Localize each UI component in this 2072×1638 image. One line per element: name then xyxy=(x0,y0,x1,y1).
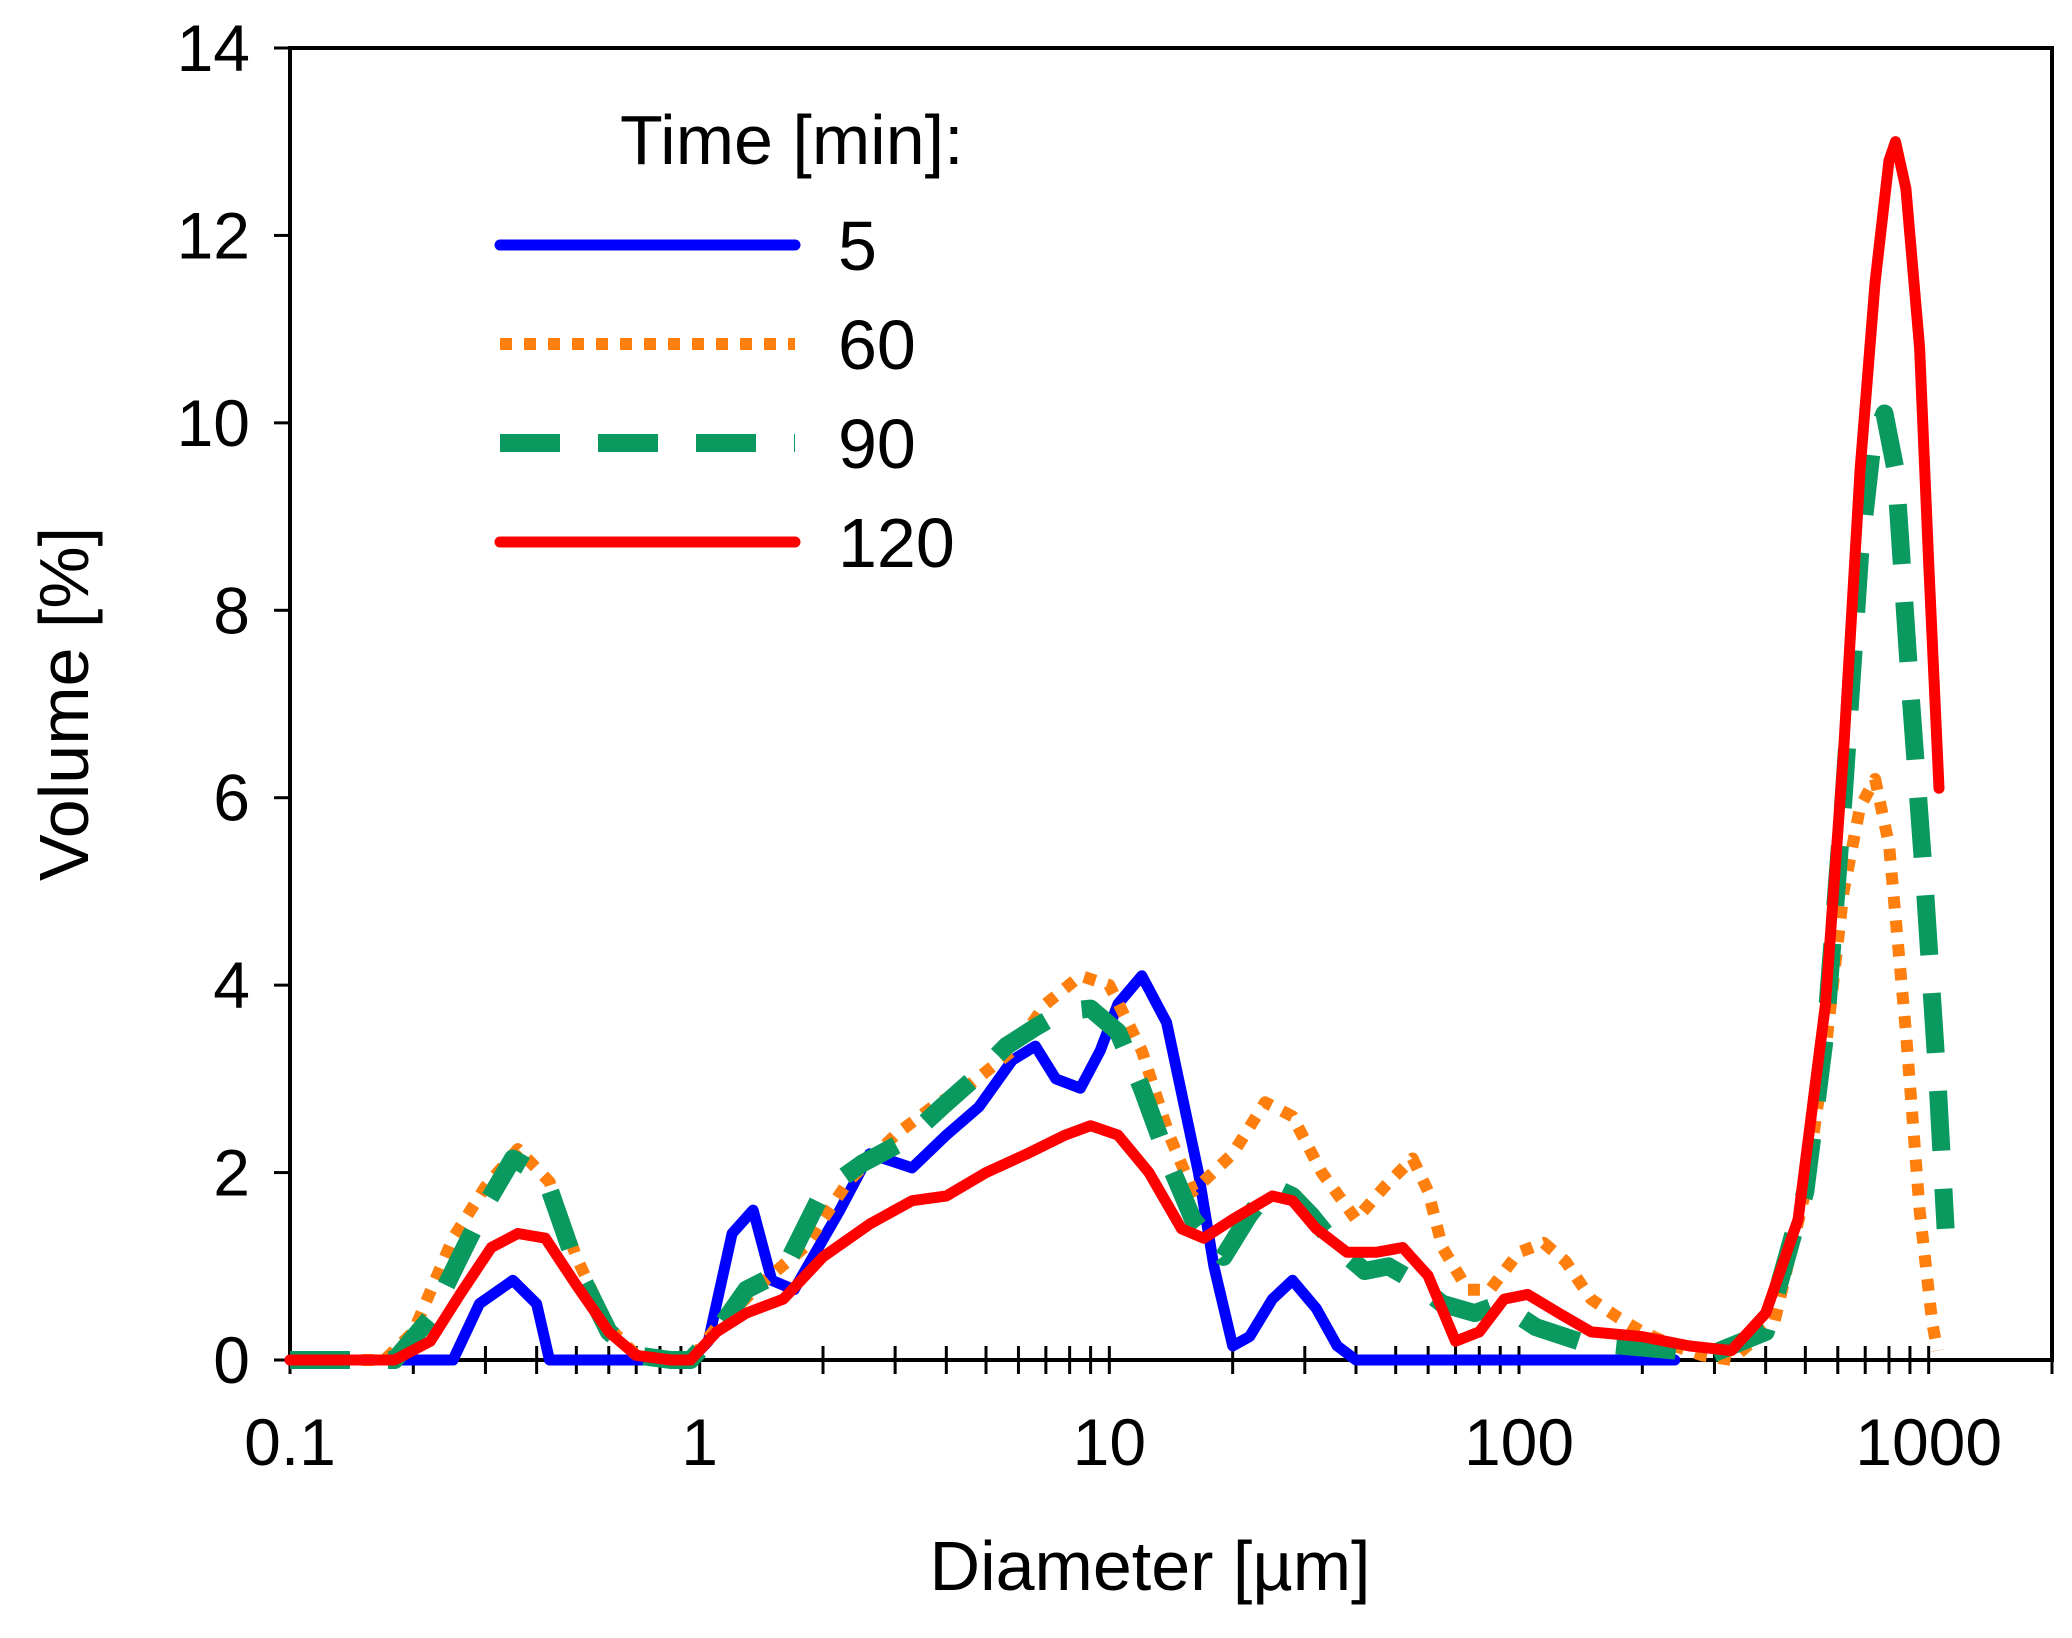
series-group xyxy=(284,136,1955,1369)
y-tick-label: 14 xyxy=(177,11,250,85)
legend-label-60: 60 xyxy=(838,306,916,384)
x-tick-label: 1000 xyxy=(1855,1405,2002,1479)
legend-label-5: 5 xyxy=(838,207,877,285)
y-tick-label: 4 xyxy=(213,948,250,1022)
y-tick-label: 2 xyxy=(213,1136,250,1210)
x-tick-label: 10 xyxy=(1073,1405,1146,1479)
legend: Time [min]: 5 60 90 120 xyxy=(494,101,964,582)
y-axis-ticks xyxy=(274,46,290,1362)
series-line-60 xyxy=(290,773,1944,1366)
y-axis-title: Volume [%] xyxy=(25,527,103,881)
x-tick-label: 0.1 xyxy=(244,1405,336,1479)
y-tick-label: 12 xyxy=(177,198,250,272)
x-axis-title: Diameter [µm] xyxy=(930,1527,1371,1605)
x-tick-labels: 0.1 1 10 100 1000 xyxy=(244,1405,2002,1479)
y-tick-label: 0 xyxy=(213,1323,250,1397)
series-line-120 xyxy=(284,136,1945,1366)
y-tick-labels: 0 2 4 6 8 10 12 14 xyxy=(177,11,250,1397)
y-tick-label: 8 xyxy=(213,573,250,647)
y-tick-label: 6 xyxy=(213,761,250,835)
plot-frame xyxy=(288,46,2054,1362)
legend-title: Time [min]: xyxy=(620,101,964,179)
y-tick-label: 10 xyxy=(177,386,250,460)
x-tick-label: 1 xyxy=(681,1405,718,1479)
legend-label-120: 120 xyxy=(838,504,955,582)
x-tick-label: 100 xyxy=(1464,1405,1574,1479)
series-line-90 xyxy=(290,404,1955,1369)
legend-label-90: 90 xyxy=(838,405,916,483)
